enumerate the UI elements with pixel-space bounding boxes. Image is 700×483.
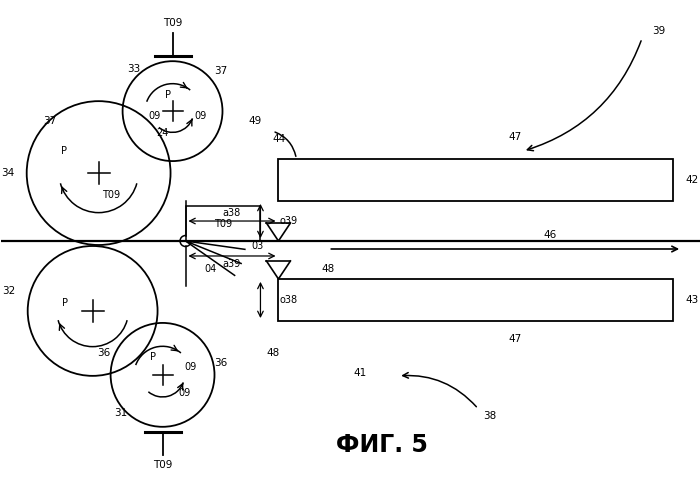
Text: 09: 09 <box>178 388 190 398</box>
Text: T09: T09 <box>163 18 182 28</box>
Text: a39: a39 <box>223 259 241 269</box>
Text: 09: 09 <box>184 362 197 372</box>
Text: 36: 36 <box>97 348 111 358</box>
Bar <box>279 159 673 201</box>
Text: a38: a38 <box>223 208 241 218</box>
Text: 09: 09 <box>148 111 161 121</box>
Text: 36: 36 <box>214 358 228 368</box>
Text: 03: 03 <box>251 241 264 251</box>
Text: 41: 41 <box>354 368 367 378</box>
Text: 49: 49 <box>248 116 262 126</box>
Text: 46: 46 <box>543 230 556 240</box>
Bar <box>186 206 260 241</box>
Text: T09: T09 <box>102 190 120 200</box>
Text: 04: 04 <box>204 264 216 274</box>
Text: o39: o39 <box>279 216 298 226</box>
Text: T09: T09 <box>214 218 232 228</box>
Text: 42: 42 <box>685 175 699 185</box>
Text: P: P <box>150 352 155 362</box>
Text: 43: 43 <box>685 295 699 305</box>
Text: 33: 33 <box>127 64 141 74</box>
Text: 09: 09 <box>195 111 206 121</box>
Text: 34: 34 <box>1 168 15 178</box>
Text: 39: 39 <box>652 26 665 36</box>
Text: P: P <box>164 90 171 100</box>
Text: P: P <box>62 298 68 308</box>
Text: 24: 24 <box>156 128 169 138</box>
Text: 37: 37 <box>214 66 228 76</box>
Text: 37: 37 <box>43 116 57 126</box>
Text: o38: o38 <box>279 295 298 305</box>
Text: 47: 47 <box>509 334 522 344</box>
Text: 48: 48 <box>267 348 280 358</box>
Text: 47: 47 <box>509 132 522 142</box>
Text: ФИГ. 5: ФИГ. 5 <box>337 433 428 457</box>
Text: 44: 44 <box>272 134 286 144</box>
Text: 48: 48 <box>322 264 335 274</box>
Text: T09: T09 <box>153 460 172 470</box>
Text: 31: 31 <box>114 408 127 418</box>
Text: 38: 38 <box>484 411 497 421</box>
Text: P: P <box>61 146 66 156</box>
Bar <box>279 279 673 321</box>
Text: 32: 32 <box>3 286 15 296</box>
